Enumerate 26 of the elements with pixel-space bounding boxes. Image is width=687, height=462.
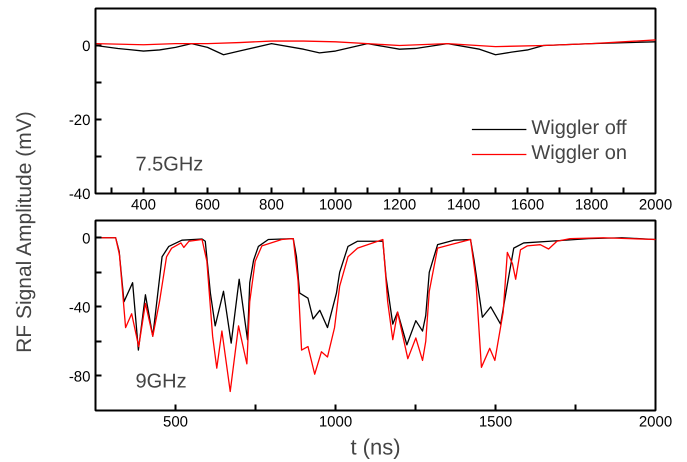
x-axis-title: t (ns): [350, 434, 401, 460]
y-tick-label: -40: [68, 186, 91, 203]
x-tick-label: 1400: [446, 196, 480, 214]
x-tick-label: 1600: [510, 196, 544, 214]
x-tick-label: 1800: [574, 196, 608, 214]
y-tick-label: -20: [68, 112, 91, 129]
legend-label: Wiggler on: [531, 142, 627, 165]
x-tick-label: 1200: [382, 196, 416, 214]
y-tick-label: -40: [68, 299, 91, 316]
x-tick-label: 1000: [318, 196, 352, 214]
y-tick-label: 0: [82, 38, 90, 55]
y-tick-label: -80: [68, 368, 91, 386]
x-tick-label: 1500: [478, 414, 512, 430]
line-series: [96, 39, 656, 48]
x-tick-label: 500: [162, 414, 188, 430]
x-tick-label: 1000: [318, 414, 352, 430]
x-tick-label: 2000: [638, 196, 672, 214]
x-tick-label: 400: [130, 196, 156, 214]
x-tick-label: 800: [258, 196, 284, 214]
x-tick-label: 2000: [638, 414, 672, 430]
annotation: 9GHz: [136, 370, 187, 392]
legend-label: Wiggler off: [531, 117, 627, 140]
annotation: 7.5GHz: [136, 154, 204, 176]
y-tick-label: 0: [82, 230, 90, 248]
y-axis-title: RF Signal Amplitude (mV): [13, 111, 36, 353]
x-tick-label: 600: [194, 196, 220, 214]
